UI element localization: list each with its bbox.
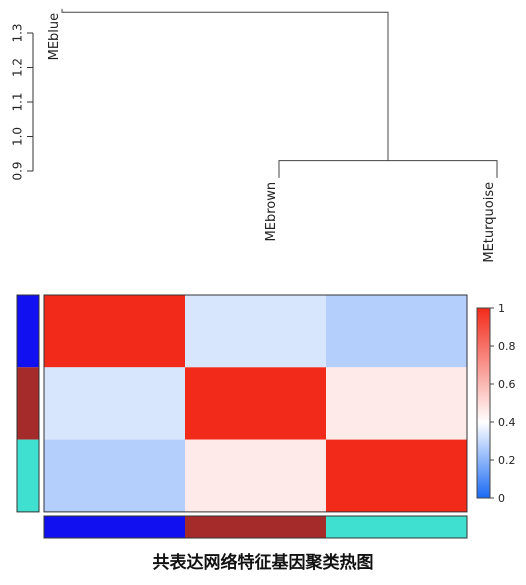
figure-caption: 共表达网络特征基因聚类热图 — [152, 553, 374, 573]
colorbar-border — [476, 307, 491, 499]
row-module-color-MEblue — [17, 295, 39, 368]
colorbar-gradient — [477, 308, 490, 498]
heatmap — [16, 294, 468, 539]
heatmap-cell-MEblue-MEturquoise — [326, 295, 467, 368]
heatmap-cell-MEblue-MEbrown — [185, 295, 326, 368]
colorbar-tick-label: 0.6 — [498, 378, 516, 391]
colorbar-tick-label: 0.8 — [498, 340, 516, 353]
y-tick-label: 0.9 — [11, 161, 25, 180]
heatmap-cell-MEbrown-MEblue — [44, 367, 185, 440]
heatmap-cell-MEturquoise-MEblue — [44, 439, 185, 512]
column-module-color-MEturquoise — [326, 516, 467, 538]
heatmap-cell-MEbrown-MEturquoise — [326, 367, 467, 440]
column-color-border — [43, 515, 468, 539]
leaf-label: MEturquoise — [482, 182, 497, 263]
row-module-color-MEbrown — [17, 367, 39, 440]
heatmap-cell-MEturquoise-MEbrown — [185, 439, 326, 512]
heatmap-border — [43, 294, 468, 513]
y-tick-label: 1.0 — [11, 127, 25, 146]
dendrogram-branch-root — [61, 8, 389, 161]
heatmap-cell-MEbrown-MEbrown — [185, 367, 326, 440]
dendrogram: 0.9 1.0 1.1 1.2 1.3 MEblue MEbrown MEturquoise — [11, 8, 498, 263]
colorbar-tick-label: 1 — [498, 302, 505, 315]
colorbar-tick-label: 0.4 — [498, 416, 516, 429]
colorbar: 0 0.2 0.4 0.6 0.8 1 — [476, 302, 516, 505]
colorbar-tick-label: 0.2 — [498, 454, 516, 467]
column-module-color-MEbrown — [185, 516, 326, 538]
leaf-label: MEblue — [47, 13, 62, 61]
row-color-border — [16, 294, 40, 513]
leaf-label: MEbrown — [264, 182, 279, 242]
y-tick-label: 1.3 — [11, 23, 25, 42]
y-tick-label: 1.2 — [11, 58, 25, 77]
y-tick-label: 1.1 — [11, 92, 25, 111]
column-module-color-MEblue — [44, 516, 185, 538]
dendrogram-branch-brown-turquoise — [278, 160, 498, 178]
heatmap-cell-MEblue-MEblue — [44, 295, 185, 368]
colorbar-tick-label: 0 — [498, 492, 505, 505]
row-module-color-MEturquoise — [17, 439, 39, 512]
heatmap-cell-MEturquoise-MEturquoise — [326, 439, 467, 512]
